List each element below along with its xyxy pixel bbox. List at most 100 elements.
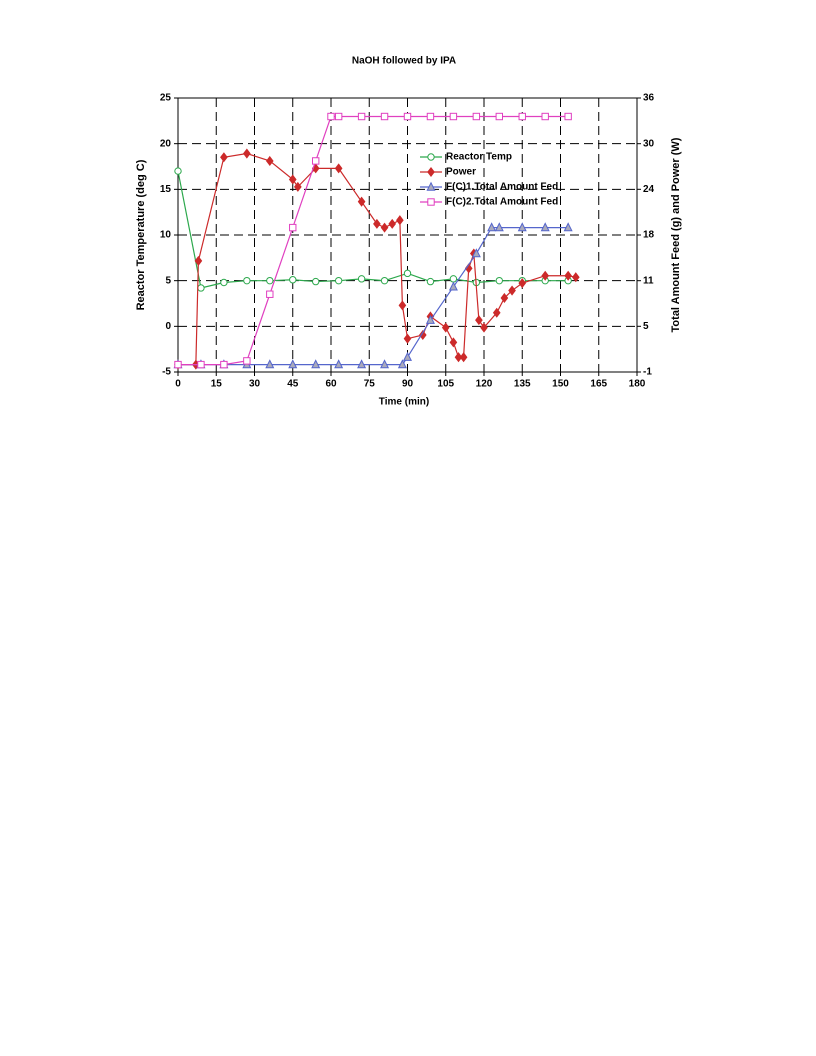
marker — [396, 215, 404, 226]
marker — [426, 181, 436, 191]
x-tick-label: 105 — [437, 379, 454, 390]
x-tick-label: 15 — [211, 379, 223, 390]
legend-label: F(C)1.Total Amount Fed — [446, 182, 558, 193]
marker — [380, 276, 389, 285]
marker — [197, 360, 205, 369]
y2-tick-label: -1 — [643, 367, 652, 378]
marker — [426, 112, 435, 121]
marker — [403, 269, 412, 278]
marker — [472, 112, 481, 121]
marker — [357, 196, 366, 207]
y-tick-label: 15 — [160, 184, 172, 195]
marker — [357, 275, 366, 283]
marker — [427, 166, 435, 178]
marker — [418, 329, 427, 340]
legend-label: F(C)2.Total Amount Fed — [446, 197, 558, 208]
x-tick-label: 60 — [325, 379, 337, 390]
marker — [243, 148, 251, 159]
x-axis-label: Time (min) — [379, 397, 429, 408]
marker — [494, 222, 504, 232]
y-tick-label: -5 — [162, 367, 171, 378]
marker — [294, 181, 302, 192]
marker — [449, 275, 458, 283]
marker — [518, 112, 526, 121]
marker — [334, 112, 343, 121]
marker — [243, 276, 251, 285]
marker — [541, 112, 549, 121]
marker — [288, 359, 298, 369]
marker — [220, 152, 228, 163]
marker — [357, 112, 366, 121]
marker — [327, 112, 335, 121]
y-tick-label: 20 — [160, 138, 172, 149]
marker — [312, 157, 320, 165]
marker — [518, 278, 527, 289]
x-tick-label: 30 — [249, 379, 261, 390]
marker — [449, 337, 458, 348]
marker — [220, 278, 228, 287]
marker — [403, 112, 412, 121]
y-tick-label: 25 — [160, 93, 172, 104]
marker — [174, 360, 182, 369]
marker — [220, 360, 228, 369]
marker — [495, 112, 504, 121]
y-axis-label: Reactor Temperature (deg C) — [135, 159, 147, 310]
y-tick-label: 5 — [165, 275, 171, 286]
marker — [357, 359, 367, 369]
y-tick-label: 0 — [165, 321, 171, 332]
marker — [197, 284, 205, 292]
y2-tick-label: 11 — [643, 275, 654, 286]
x-tick-label: 75 — [364, 379, 376, 390]
marker — [508, 285, 516, 296]
marker — [564, 112, 572, 121]
y2-axis-label: Total Amount Feed (g) and Power (W) — [670, 137, 682, 332]
marker — [265, 359, 275, 369]
legend-label: Reactor Temp — [446, 152, 512, 163]
marker — [288, 174, 297, 185]
x-tick-label: 90 — [402, 379, 414, 390]
y2-tick-label: 30 — [643, 138, 655, 149]
chart-title: NaOH followed by IPA — [352, 56, 456, 67]
marker — [487, 222, 497, 232]
marker — [174, 167, 182, 175]
series-line — [178, 152, 576, 366]
marker — [266, 290, 274, 298]
marker — [380, 112, 389, 121]
y2-tick-label: 24 — [643, 184, 655, 195]
marker — [397, 359, 407, 369]
marker — [449, 112, 458, 121]
marker — [571, 272, 580, 283]
marker — [266, 276, 274, 285]
x-tick-label: 45 — [287, 379, 299, 390]
marker — [427, 198, 435, 206]
marker — [541, 270, 550, 281]
marker — [471, 248, 481, 258]
marker — [475, 315, 483, 326]
marker — [289, 223, 297, 232]
marker — [403, 333, 412, 344]
x-tick-label: 0 — [175, 379, 181, 390]
marker — [441, 322, 450, 333]
marker — [426, 277, 435, 286]
marker — [425, 314, 435, 324]
marker — [334, 276, 343, 285]
series-line — [177, 170, 569, 289]
x-tick-label: 120 — [476, 379, 493, 390]
y2-tick-label: 36 — [643, 93, 655, 104]
marker — [492, 307, 501, 318]
marker — [398, 300, 407, 311]
y2-tick-label: 18 — [643, 230, 655, 241]
marker — [388, 218, 397, 229]
marker — [380, 359, 390, 369]
legend-label: Power — [446, 167, 476, 178]
marker — [373, 218, 381, 229]
marker — [517, 222, 527, 232]
marker — [289, 276, 297, 284]
marker — [427, 153, 435, 161]
marker — [448, 281, 458, 291]
marker — [500, 292, 509, 303]
y2-tick-label: 5 — [643, 321, 649, 332]
marker — [495, 276, 503, 285]
marker — [265, 155, 274, 166]
